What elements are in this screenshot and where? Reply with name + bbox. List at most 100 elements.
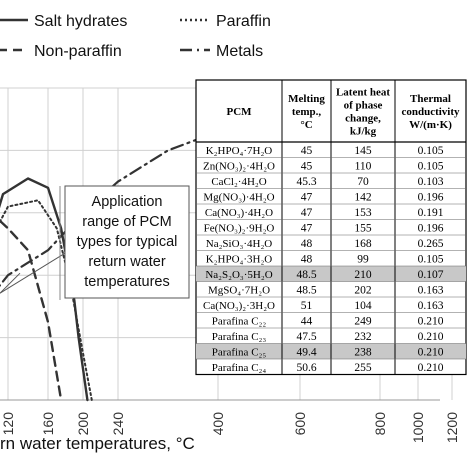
table-cell: 48.5: [296, 284, 316, 296]
table-cell: Ca(NO₃)₂·3H₂O: [203, 300, 275, 312]
x-axis-label: rn water temperatures, °C: [0, 434, 195, 453]
table-cell: 0.210: [418, 346, 444, 358]
table-header-cell: change,: [345, 113, 381, 125]
table-cell: 0.196: [418, 222, 444, 234]
x-tick-label: 400: [210, 412, 226, 436]
x-tick-labels: 120 160 200 240 400 600 800 1000 1200: [0, 412, 460, 443]
table-cell: 47: [301, 207, 313, 219]
legend: Salt hydrates Paraffin Non-paraffin Metals: [0, 13, 271, 60]
table-cell: Parafina C₂₅: [212, 346, 267, 358]
x-tick-label: 800: [372, 412, 388, 436]
series-line-salt-hydrates: [0, 177, 89, 402]
table-cell: 0.210: [418, 362, 444, 374]
table-cell: 0.210: [418, 315, 444, 327]
table-cell: 0.265: [418, 238, 444, 250]
table-cell: 49.4: [296, 346, 316, 358]
table-header-cell: °C: [300, 119, 312, 131]
annotation-text: types for typical: [77, 234, 178, 250]
table-cell: 48: [301, 238, 313, 250]
table-cell: 0.163: [418, 284, 444, 296]
table-cell: 153: [354, 207, 372, 219]
table-header-cell: Thermal: [410, 93, 451, 105]
table-cell: K₂HPO₄·7H₂O: [206, 145, 273, 157]
table-cell: 155: [354, 222, 372, 234]
table-cell: 168: [354, 238, 372, 250]
legend-label: Metals: [216, 43, 263, 60]
legend-label: Paraffin: [216, 13, 271, 30]
table-cell: 51: [301, 300, 313, 312]
annotation-text: Application: [92, 194, 163, 210]
table-cell: Fe(NO₃)₂·9H₂O: [204, 222, 275, 234]
table-cell: MgSO₄·7H₂O: [208, 284, 270, 296]
table-cell: Na₂S₂O₃·5H₂O: [205, 269, 272, 281]
x-tick-label: 160: [40, 412, 56, 436]
table-cell: Ca(NO₃)·4H₂O: [205, 207, 273, 219]
table-cell: 48.5: [296, 269, 316, 281]
table-cell: 145: [354, 145, 372, 157]
table-cell: 0.107: [418, 269, 444, 281]
annotation-callout: Application range of PCM types for typical…: [0, 185, 190, 300]
annotation-pointer: [0, 252, 66, 294]
table-cell: Zn(NO₃)₂·4H₂O: [203, 160, 275, 172]
x-tick-label: 120: [0, 412, 16, 436]
table-cell: 50.6: [296, 362, 316, 374]
table-cell: 249: [354, 315, 372, 327]
table-header-cell: Latent heat: [336, 87, 390, 99]
table-cell: 0.105: [418, 160, 444, 172]
x-tick-label: 200: [75, 412, 91, 436]
table-cell: 44: [301, 315, 313, 327]
table-cell: CaCl₂·4H₂O: [211, 176, 266, 188]
x-tick-label: 1000: [410, 412, 426, 443]
table-cell: 0.163: [418, 300, 444, 312]
table-cell: 255: [354, 362, 372, 374]
table-cell: Na₂SiO₃·4H₂O: [206, 238, 273, 250]
table-cell: 47: [301, 191, 313, 203]
legend-label: Salt hydrates: [34, 13, 127, 30]
table-cell: 99: [357, 253, 369, 265]
x-tick-label: 240: [110, 412, 126, 436]
table-cell: 0.196: [418, 191, 444, 203]
table-cell: 0.103: [418, 176, 444, 188]
annotation-text: temperatures: [84, 274, 169, 290]
table-cell: K₂HPO₄·3H₂O: [206, 253, 273, 265]
table-cell: 48: [301, 253, 313, 265]
table-cell: 47.5: [296, 331, 316, 343]
table-cell: Parafina C₂₂: [212, 315, 267, 327]
table-header-cell: PCM: [226, 106, 252, 118]
annotation-text: range of PCM: [82, 214, 171, 230]
table-cell: 238: [354, 346, 372, 358]
table-header-cell: temp.,: [292, 106, 322, 118]
table-cell: 0.105: [418, 145, 444, 157]
table-cell: 210: [354, 269, 372, 281]
table-header-cell: Melting: [288, 93, 325, 105]
x-tick-label: 600: [292, 412, 308, 436]
table-cell: 0.191: [418, 207, 444, 219]
table-header-cell: W/(m·K): [409, 119, 452, 131]
annotation-pointer: [0, 272, 21, 294]
table-cell: 45: [301, 160, 313, 172]
legend-label: Non-paraffin: [34, 43, 122, 60]
table-cell: 232: [354, 331, 372, 343]
series-line-non-paraffin: [0, 219, 63, 402]
series-line-paraffin: [0, 199, 93, 401]
table-header-cell: of phase: [344, 100, 383, 112]
table-cell: 47: [301, 222, 313, 234]
table-cell: Mg(NO₃)·4H₂O: [203, 191, 274, 203]
table-cell: 70: [357, 176, 369, 188]
x-tick-label: 1200: [444, 412, 460, 443]
table-cell: 142: [354, 191, 372, 203]
table-cell: 104: [354, 300, 372, 312]
table-cell: 0.210: [418, 331, 444, 343]
table-cell: 202: [354, 284, 372, 296]
table-cell: 0.105: [418, 253, 444, 265]
table-header-cell: conductivity: [401, 106, 460, 118]
table-cell: 45: [301, 145, 313, 157]
table-cell: Parafina C₂₃: [212, 331, 267, 343]
annotation-text: return water: [88, 254, 166, 270]
annotation-box: [64, 185, 190, 299]
table-cell: 110: [355, 160, 372, 172]
table-header-cell: kJ/kg: [350, 126, 377, 138]
table-cell: Parafina C₂₄: [212, 362, 267, 374]
